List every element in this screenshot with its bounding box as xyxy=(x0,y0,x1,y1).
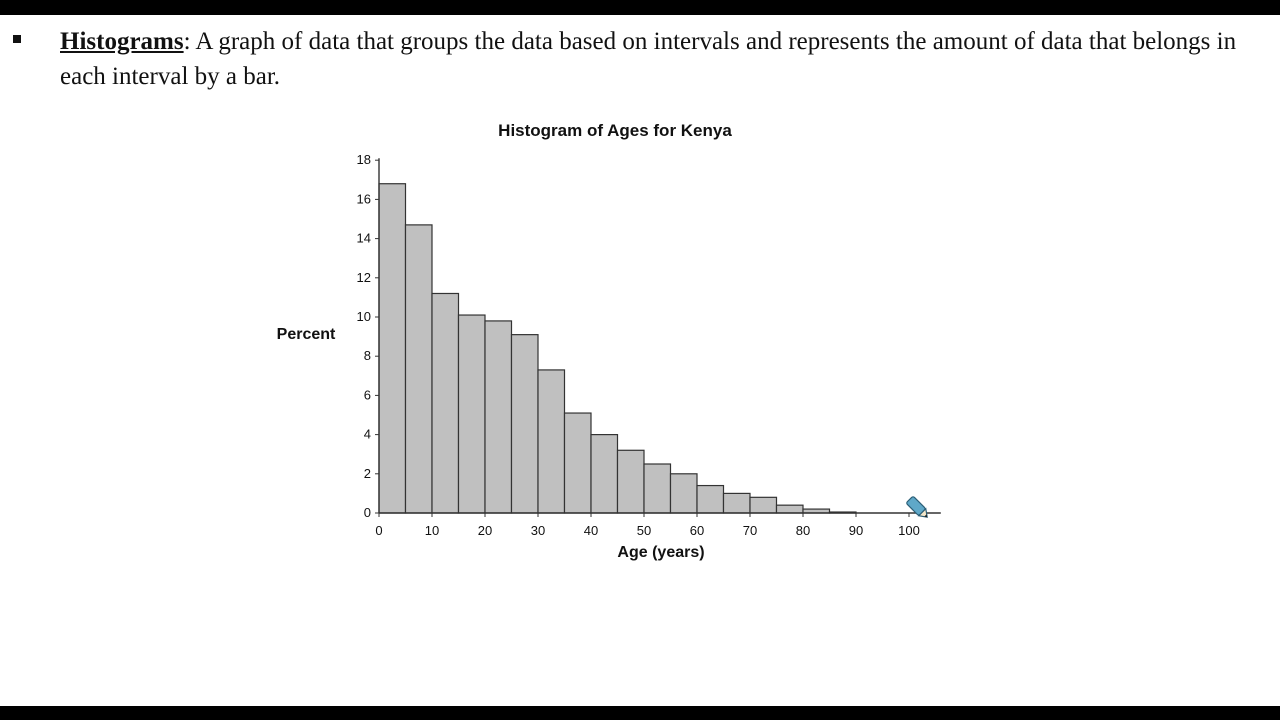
histogram-bar xyxy=(669,473,698,514)
x-tick-label: 0 xyxy=(375,523,382,538)
histogram-bar xyxy=(537,369,566,514)
x-tick-label: 30 xyxy=(531,523,545,538)
y-tick-label: 16 xyxy=(357,191,371,206)
histogram-bar xyxy=(643,463,672,514)
x-tick-label: 50 xyxy=(637,523,651,538)
x-axis-label: Age (years) xyxy=(617,544,704,561)
histogram-bar xyxy=(457,314,486,514)
histogram-bar xyxy=(484,320,513,514)
chart-title: Histogram of Ages for Kenya xyxy=(498,121,732,140)
histogram-definition: Histograms: A graph of data that groups … xyxy=(60,24,1270,94)
histogram-bar xyxy=(590,434,619,514)
histogram-bar xyxy=(404,224,433,514)
histogram-bar xyxy=(431,292,460,514)
x-tick-label: 80 xyxy=(796,523,810,538)
histogram-bar xyxy=(722,492,751,514)
y-axis-label: Percent xyxy=(277,326,336,343)
x-tick-label: 60 xyxy=(690,523,704,538)
y-tick-label: 4 xyxy=(364,427,371,442)
x-tick-label: 40 xyxy=(584,523,598,538)
x-tick-label: 10 xyxy=(425,523,439,538)
histogram-bar xyxy=(749,496,778,514)
y-tick-label: 12 xyxy=(357,270,371,285)
pencil-icon xyxy=(906,496,928,518)
axes-group: 0 2 4 6 8 10 12 14 16 18 0 10 20 30 40 50 60 70 80 90 100 xyxy=(357,152,941,538)
definition-colon: : xyxy=(183,28,191,55)
y-tick-label: 10 xyxy=(357,309,371,324)
histogram-bar xyxy=(696,484,725,514)
x-tick-label: 100 xyxy=(898,523,920,538)
y-tick-label: 8 xyxy=(364,348,371,363)
definition-term: Histograms xyxy=(60,28,184,55)
y-tick-label: 6 xyxy=(364,387,371,402)
definition-text: A graph of data that groups the data bas… xyxy=(60,28,1237,90)
bars-group xyxy=(378,183,857,514)
y-tick-label: 0 xyxy=(364,505,371,520)
y-tick-label: 2 xyxy=(364,466,371,481)
x-tick-label: 70 xyxy=(743,523,757,538)
square-bullet-icon xyxy=(13,35,21,43)
histogram-bar xyxy=(510,334,539,514)
top-letterbox-bar xyxy=(0,0,1280,15)
y-tick-label: 14 xyxy=(357,231,371,246)
histogram-bar xyxy=(775,504,804,514)
x-tick-label: 90 xyxy=(849,523,863,538)
y-tick-label: 18 xyxy=(357,152,371,167)
bottom-letterbox-bar xyxy=(0,706,1280,720)
histogram-bar xyxy=(616,449,645,514)
histogram-bar xyxy=(378,183,407,514)
histogram-bar xyxy=(563,412,592,514)
x-tick-label: 20 xyxy=(478,523,492,538)
